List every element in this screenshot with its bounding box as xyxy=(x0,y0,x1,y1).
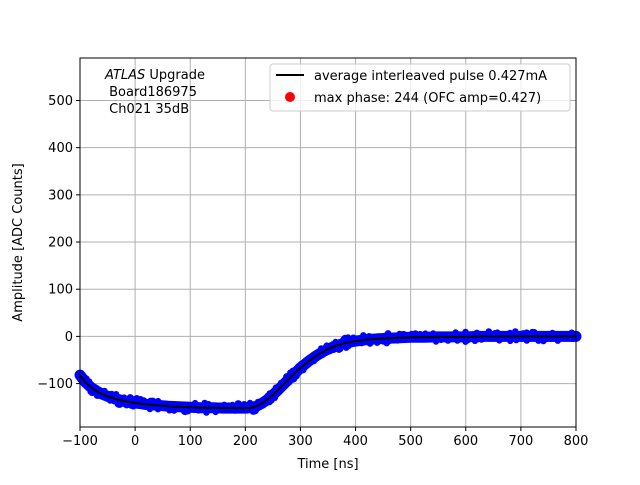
annotation-line-3: Ch021 35dB xyxy=(105,102,189,117)
sample-point xyxy=(121,394,128,401)
y-tick-label: −100 xyxy=(37,377,73,392)
sample-point xyxy=(513,336,520,344)
sample-point xyxy=(366,340,374,347)
legend-box xyxy=(269,63,571,112)
sample-point xyxy=(479,334,486,341)
sample-point xyxy=(452,329,459,336)
annotation-upgrade: Upgrade xyxy=(145,68,205,83)
sample-point xyxy=(491,330,499,337)
sample-point xyxy=(520,330,527,337)
y-tick-label: 0 xyxy=(65,330,73,345)
sample-point xyxy=(166,407,173,414)
sample-point xyxy=(133,395,141,402)
sample-point xyxy=(88,389,96,397)
sample-point xyxy=(115,401,123,408)
sample-point xyxy=(235,400,242,407)
sample-point xyxy=(343,344,350,351)
average-pulse-line xyxy=(79,335,576,410)
annotation-atlas: ATLAS xyxy=(104,68,145,83)
y-tick-label: 300 xyxy=(48,188,73,203)
y-tick-label: 100 xyxy=(48,283,73,298)
sample-point xyxy=(203,409,210,416)
sample-point xyxy=(271,394,278,402)
sample-point xyxy=(464,337,471,344)
annotation-line-1: ATLAS Upgrade xyxy=(104,68,205,83)
sample-point xyxy=(549,329,556,337)
sample-point xyxy=(408,335,415,342)
annotation-line-2: Board186975 xyxy=(105,85,197,100)
sample-point xyxy=(422,330,429,337)
legend: average interleaved pulse 0.427mA max ph… xyxy=(269,63,571,112)
sample-point xyxy=(535,337,542,344)
x-tick-label: 800 xyxy=(564,434,589,449)
x-tick-label: 500 xyxy=(398,434,423,449)
legend-label-average-pulse: average interleaved pulse 0.427mA xyxy=(314,69,547,84)
sample-point xyxy=(485,328,492,335)
sample-point xyxy=(341,335,348,342)
x-tick-label: 0 xyxy=(131,434,139,449)
sample-point xyxy=(463,330,471,338)
sample-point xyxy=(506,329,514,337)
x-tick-label: 300 xyxy=(288,434,313,449)
sample-point xyxy=(529,328,536,336)
y-tick-label: 400 xyxy=(48,141,73,156)
sample-point xyxy=(360,332,367,339)
sample-point xyxy=(77,370,84,377)
sample-point xyxy=(382,332,390,339)
sample-point xyxy=(212,408,219,416)
sample-point xyxy=(523,337,530,344)
sample-point xyxy=(540,337,547,345)
sample-point xyxy=(146,405,154,413)
legend-label-max-phase: max phase: 244 (OFC amp=0.427) xyxy=(314,91,541,106)
sample-point xyxy=(473,329,480,336)
sample-point xyxy=(507,337,514,345)
series-lines xyxy=(79,335,576,410)
y-tick-label: 200 xyxy=(48,236,73,251)
annotation: ATLAS Upgrade Board186975 Ch021 35dB xyxy=(104,68,205,117)
y-axis-title: Amplitude [ADC Counts] xyxy=(11,163,26,321)
sample-point xyxy=(380,338,387,345)
sample-point xyxy=(385,337,393,345)
sample-point xyxy=(201,399,208,407)
axis-ticks: −100 0 100 200 300 400 500 600 700 800 −100 0 100 200… xyxy=(37,94,588,449)
sample-point xyxy=(473,336,481,343)
legend-marker-swatch xyxy=(285,92,295,102)
x-tick-label: 100 xyxy=(178,434,203,449)
x-tick-label: 400 xyxy=(343,434,368,449)
sample-point xyxy=(140,397,147,404)
x-axis-title: Time [ns] xyxy=(296,457,358,472)
sample-point xyxy=(416,330,424,338)
x-tick-label: 600 xyxy=(453,434,478,449)
x-tick-label: 200 xyxy=(233,434,258,449)
x-tick-label: −100 xyxy=(62,434,98,449)
sample-point xyxy=(183,407,190,414)
y-tick-label: 500 xyxy=(48,94,73,109)
x-tick-label: 700 xyxy=(508,434,533,449)
